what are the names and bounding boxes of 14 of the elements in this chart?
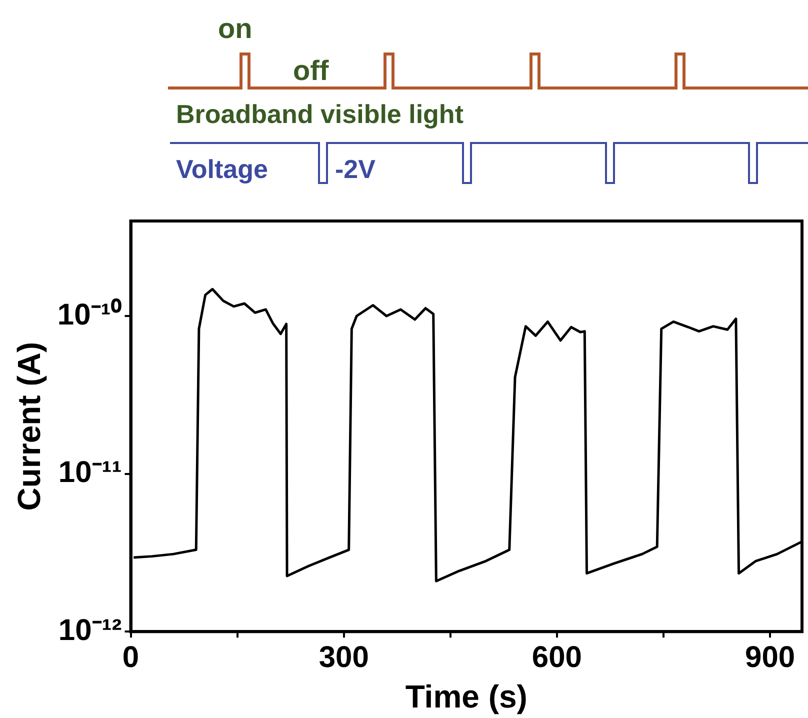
- x-tick-label: 300: [318, 640, 369, 674]
- y-tick-label: 10⁻¹⁰: [57, 297, 122, 332]
- text: Voltage: [176, 154, 268, 184]
- y-tick-label: 10⁻¹²: [58, 614, 122, 647]
- text: -2V: [335, 154, 376, 184]
- text: on: [218, 13, 252, 44]
- y-axis-title: Current (A): [11, 342, 48, 511]
- x-tick-label: 0: [122, 640, 140, 674]
- x-axis-title: Time (s): [405, 678, 528, 715]
- text: Broadband visible light: [176, 99, 464, 129]
- x-tick-label: 900: [745, 640, 796, 674]
- y-tick-label: 10⁻¹¹: [58, 456, 122, 490]
- text: off: [293, 55, 330, 86]
- x-tick-label: 600: [532, 640, 582, 674]
